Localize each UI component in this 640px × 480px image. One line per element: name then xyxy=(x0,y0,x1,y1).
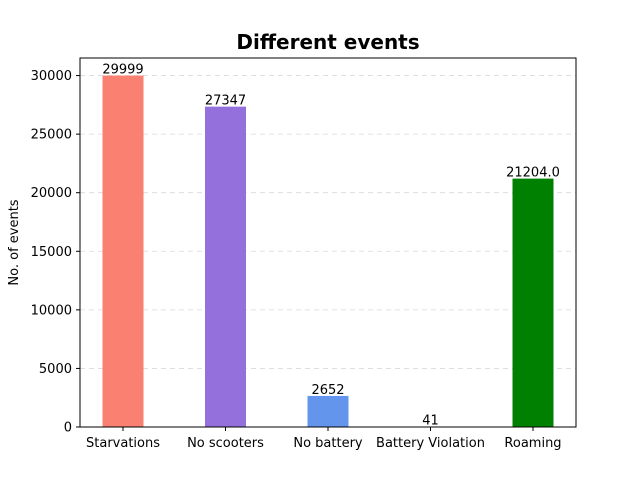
data-label: 2652 xyxy=(311,383,344,398)
x-tick-label: No battery xyxy=(293,436,363,451)
x-tick-label: No scooters xyxy=(187,436,264,451)
y-tick-label: 25000 xyxy=(31,128,72,143)
ticks-layer: 0 5000 10000 15000 20000 25000 30000 Starvation… xyxy=(31,69,562,451)
data-label: 41 xyxy=(422,414,439,429)
x-tick-label: Roaming xyxy=(504,436,561,451)
data-labels-layer: 29999 27347 2652 41 21204.0 xyxy=(102,63,560,429)
y-tick-label: 30000 xyxy=(31,69,72,84)
y-tick-label: 10000 xyxy=(31,303,72,318)
data-label: 21204.0 xyxy=(506,166,560,181)
bar-no-battery xyxy=(307,395,349,427)
bar-roaming xyxy=(512,178,554,427)
y-tick-label: 20000 xyxy=(31,186,72,201)
bar-starvations xyxy=(102,75,144,427)
y-tick-label: 0 xyxy=(64,421,72,436)
x-tick-label: Starvations xyxy=(86,436,160,451)
x-tick-label: Battery Violation xyxy=(376,436,485,451)
data-label: 27347 xyxy=(205,94,246,109)
data-label: 29999 xyxy=(102,63,143,78)
y-axis-label: No. of events xyxy=(7,199,22,285)
y-tick-label: 5000 xyxy=(39,362,72,377)
bars-layer xyxy=(102,75,554,428)
bar-no-scooters xyxy=(205,106,246,428)
chart-title: Different events xyxy=(236,30,419,54)
y-tick-label: 15000 xyxy=(31,245,72,260)
